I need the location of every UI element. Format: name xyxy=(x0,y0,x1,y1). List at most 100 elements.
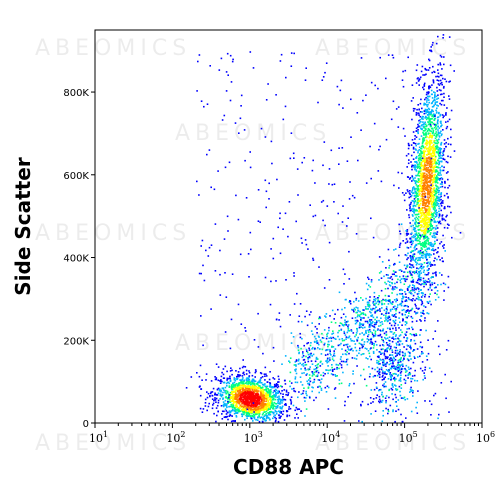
data-point xyxy=(271,404,274,406)
data-point xyxy=(424,167,426,169)
data-point xyxy=(426,108,428,111)
data-point xyxy=(236,386,238,389)
data-point xyxy=(248,410,250,412)
data-point xyxy=(439,160,441,163)
data-point xyxy=(255,405,257,407)
scatter-points xyxy=(185,34,462,423)
data-point xyxy=(424,203,426,205)
data-point xyxy=(422,200,425,202)
data-point xyxy=(398,335,401,337)
data-point xyxy=(331,309,334,312)
data-point xyxy=(410,243,413,246)
data-point xyxy=(438,193,440,196)
data-point xyxy=(385,334,388,336)
data-point xyxy=(316,332,318,334)
data-point xyxy=(411,287,414,289)
data-point xyxy=(453,70,455,72)
data-point xyxy=(385,356,388,358)
data-point xyxy=(427,254,430,257)
data-point xyxy=(215,401,217,403)
data-point xyxy=(435,124,437,126)
data-point xyxy=(429,217,432,219)
data-point xyxy=(395,338,397,340)
data-point xyxy=(238,407,240,409)
data-point xyxy=(219,398,221,400)
data-point xyxy=(386,350,388,353)
data-point xyxy=(435,273,437,276)
data-point xyxy=(440,89,442,92)
data-point xyxy=(434,149,436,152)
data-point xyxy=(446,223,449,226)
data-point xyxy=(427,95,430,98)
data-point xyxy=(246,380,249,382)
data-point xyxy=(251,404,253,407)
data-point xyxy=(402,297,404,300)
data-point xyxy=(362,353,365,355)
data-point xyxy=(433,151,435,153)
data-point xyxy=(427,213,429,215)
data-point xyxy=(258,381,260,383)
data-point xyxy=(270,390,272,393)
data-point xyxy=(410,194,413,197)
data-point xyxy=(429,214,431,216)
data-point xyxy=(226,385,228,387)
data-point xyxy=(305,348,308,351)
data-point xyxy=(412,131,415,133)
data-point xyxy=(263,389,265,391)
data-point xyxy=(424,293,427,296)
data-point xyxy=(321,363,324,365)
data-point xyxy=(220,389,222,392)
data-point xyxy=(222,373,225,376)
data-point xyxy=(431,121,433,124)
data-point xyxy=(392,410,394,413)
data-point xyxy=(384,336,386,339)
data-point xyxy=(236,394,238,396)
data-point xyxy=(205,373,208,375)
data-point xyxy=(325,316,327,318)
data-point xyxy=(416,108,418,111)
data-point xyxy=(403,305,405,307)
data-point xyxy=(246,415,248,417)
data-point xyxy=(382,339,384,342)
data-point xyxy=(277,398,279,401)
data-point xyxy=(418,170,421,173)
data-point xyxy=(247,377,249,380)
data-point xyxy=(418,298,420,301)
data-point xyxy=(379,400,382,402)
data-point xyxy=(438,272,441,274)
data-point xyxy=(447,178,449,181)
data-point xyxy=(385,342,388,344)
data-point xyxy=(348,384,350,387)
data-point xyxy=(233,381,236,384)
data-point xyxy=(281,398,284,401)
data-point xyxy=(429,265,432,267)
data-point xyxy=(400,357,402,359)
data-point xyxy=(423,167,425,170)
data-point xyxy=(254,376,256,378)
data-point xyxy=(398,364,400,366)
data-point xyxy=(250,384,252,386)
data-point xyxy=(413,247,416,249)
data-point xyxy=(376,359,378,362)
data-point xyxy=(427,177,430,179)
data-point xyxy=(394,379,396,382)
data-point xyxy=(244,386,247,388)
data-point xyxy=(360,312,363,314)
data-point xyxy=(420,254,423,257)
data-point xyxy=(424,225,426,228)
data-point xyxy=(262,418,265,421)
data-point xyxy=(435,123,437,126)
data-point xyxy=(242,390,244,392)
data-point xyxy=(247,395,250,398)
data-point xyxy=(383,364,385,367)
data-point xyxy=(233,386,236,389)
data-point xyxy=(422,244,424,247)
data-point xyxy=(438,76,440,78)
data-point xyxy=(246,377,248,379)
data-point xyxy=(399,377,402,379)
data-point xyxy=(424,317,426,319)
data-point xyxy=(399,303,401,306)
data-point xyxy=(370,308,373,311)
data-point xyxy=(262,391,265,393)
data-point xyxy=(428,161,431,163)
